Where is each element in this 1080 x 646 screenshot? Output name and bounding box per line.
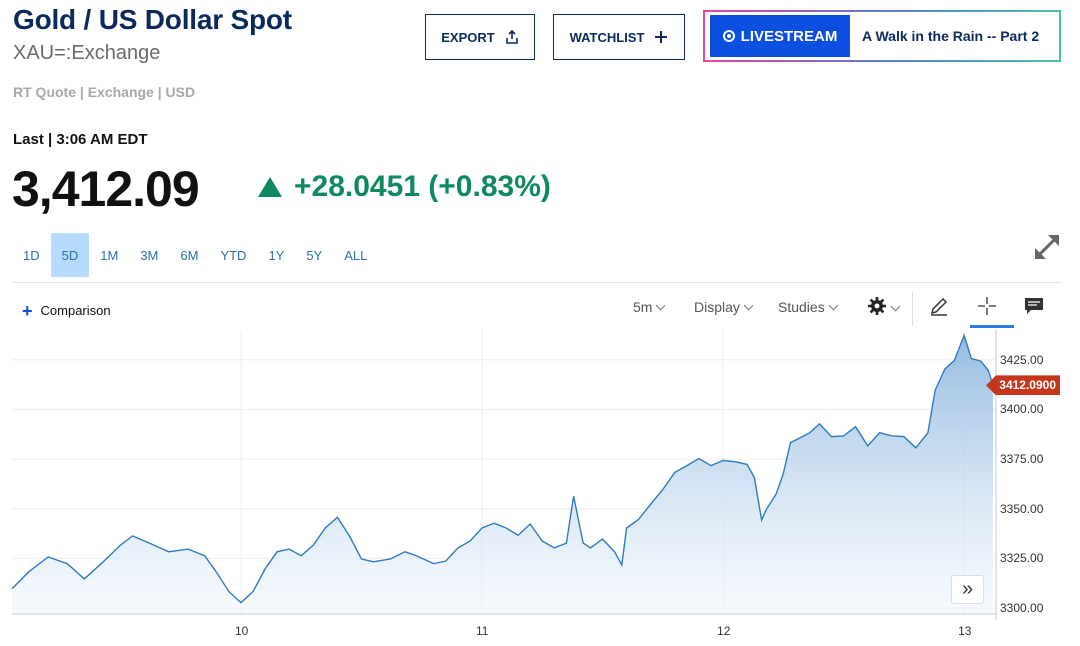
price-chart[interactable]: [0, 330, 1080, 646]
crosshair-active-indicator: [970, 325, 1014, 328]
comment-icon[interactable]: [1022, 294, 1046, 318]
y-tick-label: 3400.00: [1000, 402, 1044, 417]
livestream-button[interactable]: LIVESTREAM: [710, 15, 850, 57]
chevron-down-icon: [828, 300, 839, 311]
chevron-down-icon: [743, 300, 754, 311]
studies-dropdown[interactable]: Studies: [778, 299, 839, 315]
range-ytd[interactable]: YTD: [220, 247, 247, 263]
range-5d[interactable]: 5D: [50, 233, 90, 277]
price-change: +28.0451 (+0.83%): [258, 170, 551, 204]
scroll-to-latest-button[interactable]: »: [951, 575, 984, 604]
plus-icon: +: [22, 300, 33, 321]
toolbar-divider: [12, 282, 1062, 283]
livestream-banner[interactable]: LIVESTREAM A Walk in the Rain -- Part 2: [703, 10, 1061, 62]
pencil-icon[interactable]: [927, 294, 951, 318]
up-arrow-icon: [258, 177, 282, 197]
x-tick-label: 11: [476, 624, 489, 638]
last-price: 3,412.09: [12, 161, 200, 217]
interval-label: 5m: [633, 299, 653, 315]
range-6m[interactable]: 6M: [180, 247, 199, 263]
gear-icon: [867, 296, 887, 319]
settings-dropdown[interactable]: [867, 296, 901, 319]
display-label: Display: [694, 299, 740, 315]
price-line: [11, 333, 994, 604]
quote-meta: RT Quote | Exchange | USD: [13, 84, 196, 100]
range-all[interactable]: ALL: [344, 247, 368, 263]
x-tick-label: 12: [717, 624, 731, 638]
double-chevron-right-icon: »: [961, 578, 974, 600]
page-title: Gold / US Dollar Spot: [13, 4, 292, 35]
chevron-down-icon: [656, 300, 666, 311]
toolbar-separator: [912, 292, 913, 326]
interval-dropdown[interactable]: 5m: [633, 299, 666, 315]
plus-icon: [654, 30, 668, 44]
export-label: EXPORT: [441, 29, 495, 45]
watchlist-button[interactable]: WATCHLIST: [553, 14, 685, 60]
x-tick-label: 13: [958, 624, 972, 638]
last-timestamp: Last | 3:06 AM EDT: [13, 131, 148, 148]
range-1m[interactable]: 1M: [100, 247, 119, 263]
livestream-label: LIVESTREAM: [740, 27, 838, 45]
export-button[interactable]: EXPORT: [425, 14, 535, 60]
current-price-tag: 3412.0900: [986, 375, 1060, 396]
share-icon: [505, 30, 519, 44]
expand-icon[interactable]: [1032, 232, 1062, 262]
y-tick-label: 3425.00: [1000, 352, 1044, 367]
y-tick-label: 3300.00: [1000, 601, 1044, 616]
comparison-button[interactable]: + Comparison: [22, 300, 111, 321]
y-tick-label: 3350.00: [1000, 501, 1044, 516]
live-dot-icon: [722, 30, 735, 42]
range-selector: 1D 5D 1M 3M 6M YTD 1Y 5Y ALL: [12, 233, 378, 277]
symbol-label: XAU=:Exchange: [13, 42, 161, 64]
range-1d[interactable]: 1D: [23, 247, 40, 263]
y-tick-label: 3375.00: [1000, 452, 1044, 467]
range-5y[interactable]: 5Y: [306, 247, 323, 263]
crosshair-icon[interactable]: [975, 294, 999, 318]
chevron-down-icon: [890, 301, 901, 311]
display-dropdown[interactable]: Display: [694, 299, 754, 315]
studies-label: Studies: [778, 299, 825, 315]
y-tick-label: 3325.00: [1000, 551, 1044, 566]
watchlist-label: WATCHLIST: [569, 29, 645, 45]
comparison-label: Comparison: [40, 303, 111, 318]
livestream-title[interactable]: A Walk in the Rain -- Part 2: [862, 28, 1040, 44]
change-value: +28.0451 (+0.83%): [294, 170, 551, 203]
range-1y[interactable]: 1Y: [268, 247, 285, 263]
x-tick-label: 10: [234, 624, 249, 638]
range-3m[interactable]: 3M: [140, 247, 159, 263]
price-area: [12, 335, 993, 614]
